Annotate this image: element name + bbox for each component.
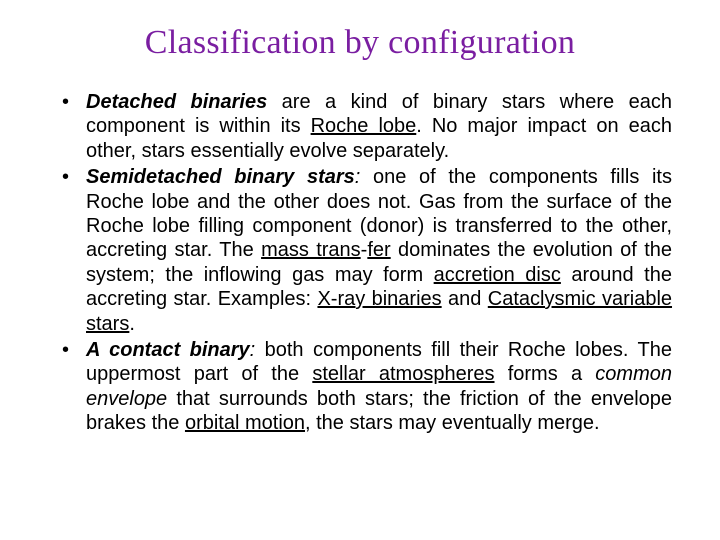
slide-title: Classification by configuration <box>40 24 680 62</box>
list-item: A contact binary: both components fill t… <box>58 338 672 436</box>
bullet-lead: A contact binary: <box>86 339 255 361</box>
bullet-body: one of the components fills its Roche lo… <box>86 166 672 334</box>
bullet-list: Detached binaries are a kind of binary s… <box>40 90 680 435</box>
bullet-lead: Detached binaries <box>86 91 267 113</box>
list-item: Detached binaries are a kind of binary s… <box>58 90 672 163</box>
slide: Classification by configuration Detached… <box>0 0 720 540</box>
list-item: Semidetached binary stars: one of the co… <box>58 165 672 336</box>
bullet-lead: Semidetached binary stars: <box>86 166 360 188</box>
